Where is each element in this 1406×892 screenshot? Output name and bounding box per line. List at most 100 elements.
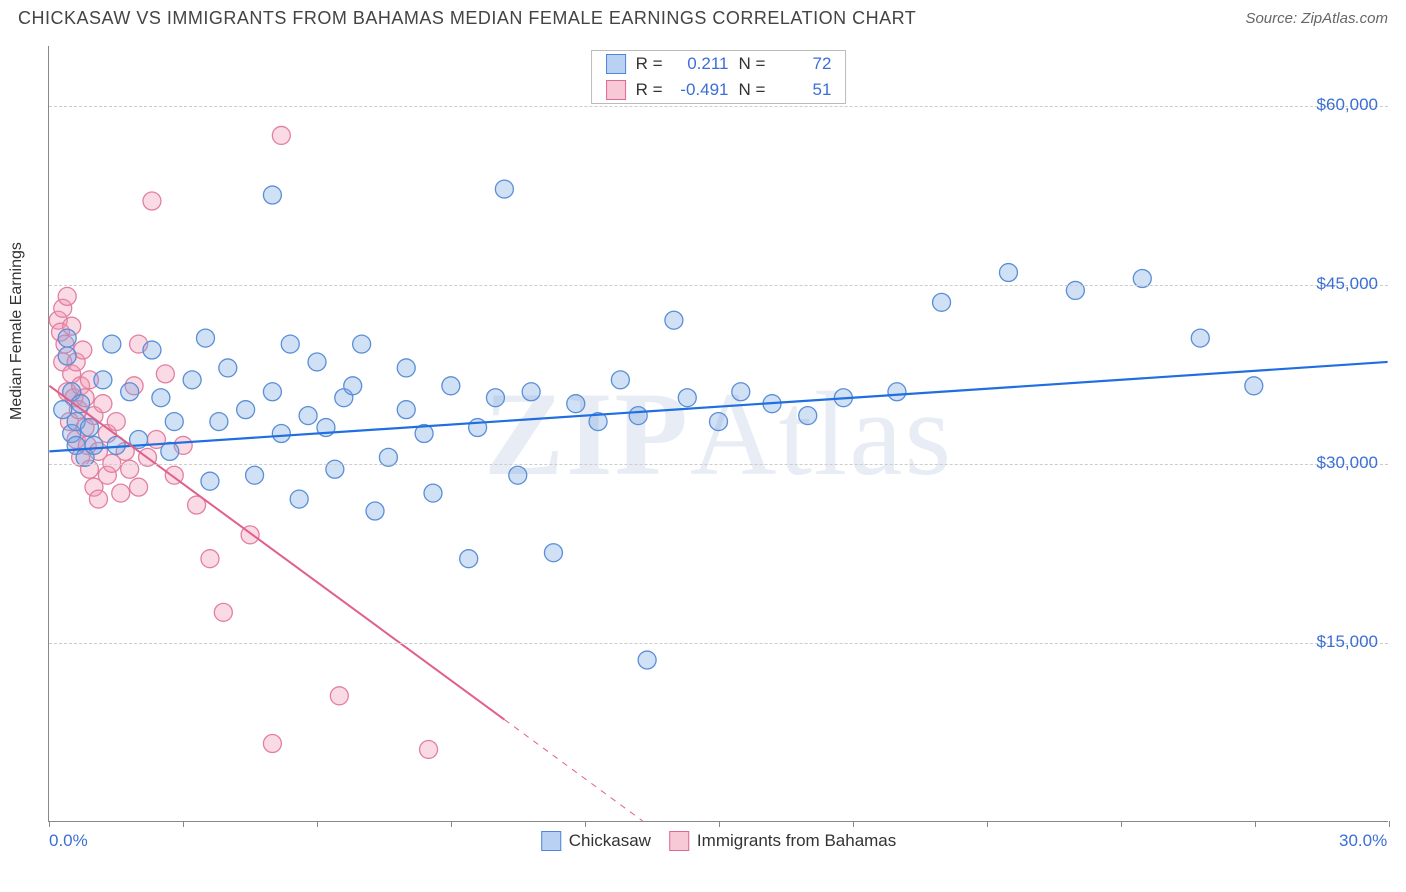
data-point: [888, 383, 906, 401]
data-point: [94, 371, 112, 389]
correlation-legend: R = 0.211 N = 72 R = -0.491 N = 51: [591, 50, 847, 104]
data-point: [130, 478, 148, 496]
trend-line-bahamas-extrapolated: [504, 720, 642, 821]
chart-title: CHICKASAW VS IMMIGRANTS FROM BAHAMAS MED…: [18, 8, 916, 29]
data-point: [678, 389, 696, 407]
data-point: [183, 371, 201, 389]
data-point: [272, 425, 290, 443]
data-point: [710, 413, 728, 431]
x-tick: [585, 821, 586, 827]
legend-label: Chickasaw: [569, 831, 651, 851]
plot-svg: [49, 46, 1388, 821]
data-point: [85, 436, 103, 454]
gridline: [49, 106, 1388, 107]
data-point: [611, 371, 629, 389]
legend-label: Immigrants from Bahamas: [697, 831, 896, 851]
data-point: [397, 359, 415, 377]
data-point: [281, 335, 299, 353]
data-point: [112, 484, 130, 502]
data-point: [263, 735, 281, 753]
r-value: -0.491: [673, 80, 729, 100]
x-tick: [49, 821, 50, 827]
data-point: [89, 490, 107, 508]
r-label: R =: [636, 54, 663, 74]
source-attribution: Source: ZipAtlas.com: [1245, 10, 1388, 27]
x-tick: [317, 821, 318, 827]
data-point: [999, 264, 1017, 282]
n-label: N =: [739, 54, 766, 74]
data-point: [272, 126, 290, 144]
data-point: [509, 466, 527, 484]
swatch-icon: [606, 54, 626, 74]
y-tick-label: $15,000: [1317, 632, 1378, 652]
data-point: [165, 413, 183, 431]
data-point: [353, 335, 371, 353]
data-point: [121, 383, 139, 401]
series-legend: Chickasaw Immigrants from Bahamas: [541, 831, 897, 851]
x-tick: [987, 821, 988, 827]
data-point: [629, 407, 647, 425]
legend-item: Immigrants from Bahamas: [669, 831, 896, 851]
data-point: [330, 687, 348, 705]
data-point: [397, 401, 415, 419]
data-point: [344, 377, 362, 395]
swatch-icon: [606, 80, 626, 100]
data-point: [210, 413, 228, 431]
data-point: [544, 544, 562, 562]
data-point: [442, 377, 460, 395]
data-point: [81, 419, 99, 437]
data-point: [366, 502, 384, 520]
data-point: [58, 287, 76, 305]
data-point: [799, 407, 817, 425]
data-point: [197, 329, 215, 347]
legend-row: R = 0.211 N = 72: [592, 51, 846, 77]
data-point: [933, 293, 951, 311]
x-tick: [1389, 821, 1390, 827]
y-tick-label: $60,000: [1317, 95, 1378, 115]
y-axis-label: Median Female Earnings: [8, 242, 26, 420]
data-point: [495, 180, 513, 198]
data-point: [219, 359, 237, 377]
legend-row: R = -0.491 N = 51: [592, 77, 846, 103]
n-value: 72: [775, 54, 831, 74]
x-tick: [1121, 821, 1122, 827]
data-point: [522, 383, 540, 401]
data-point: [732, 383, 750, 401]
x-tick: [1255, 821, 1256, 827]
legend-item: Chickasaw: [541, 831, 651, 851]
r-label: R =: [636, 80, 663, 100]
y-tick-label: $30,000: [1317, 453, 1378, 473]
gridline: [49, 464, 1388, 465]
x-tick-label: 0.0%: [49, 831, 88, 851]
data-point: [424, 484, 442, 502]
data-point: [638, 651, 656, 669]
data-point: [460, 550, 478, 568]
data-point: [143, 192, 161, 210]
data-point: [290, 490, 308, 508]
data-point: [1245, 377, 1263, 395]
n-label: N =: [739, 80, 766, 100]
gridline: [49, 285, 1388, 286]
data-point: [143, 341, 161, 359]
data-point: [665, 311, 683, 329]
data-point: [246, 466, 264, 484]
x-tick: [719, 821, 720, 827]
r-value: 0.211: [673, 54, 729, 74]
data-point: [156, 365, 174, 383]
n-value: 51: [775, 80, 831, 100]
data-point: [94, 395, 112, 413]
data-point: [152, 389, 170, 407]
swatch-icon: [541, 831, 561, 851]
x-tick-label: 30.0%: [1339, 831, 1387, 851]
data-point: [103, 335, 121, 353]
x-tick: [853, 821, 854, 827]
data-point: [420, 740, 438, 758]
data-point: [201, 472, 219, 490]
data-point: [1191, 329, 1209, 347]
x-tick: [183, 821, 184, 827]
data-point: [107, 413, 125, 431]
data-point: [299, 407, 317, 425]
data-point: [214, 603, 232, 621]
swatch-icon: [669, 831, 689, 851]
x-tick: [451, 821, 452, 827]
